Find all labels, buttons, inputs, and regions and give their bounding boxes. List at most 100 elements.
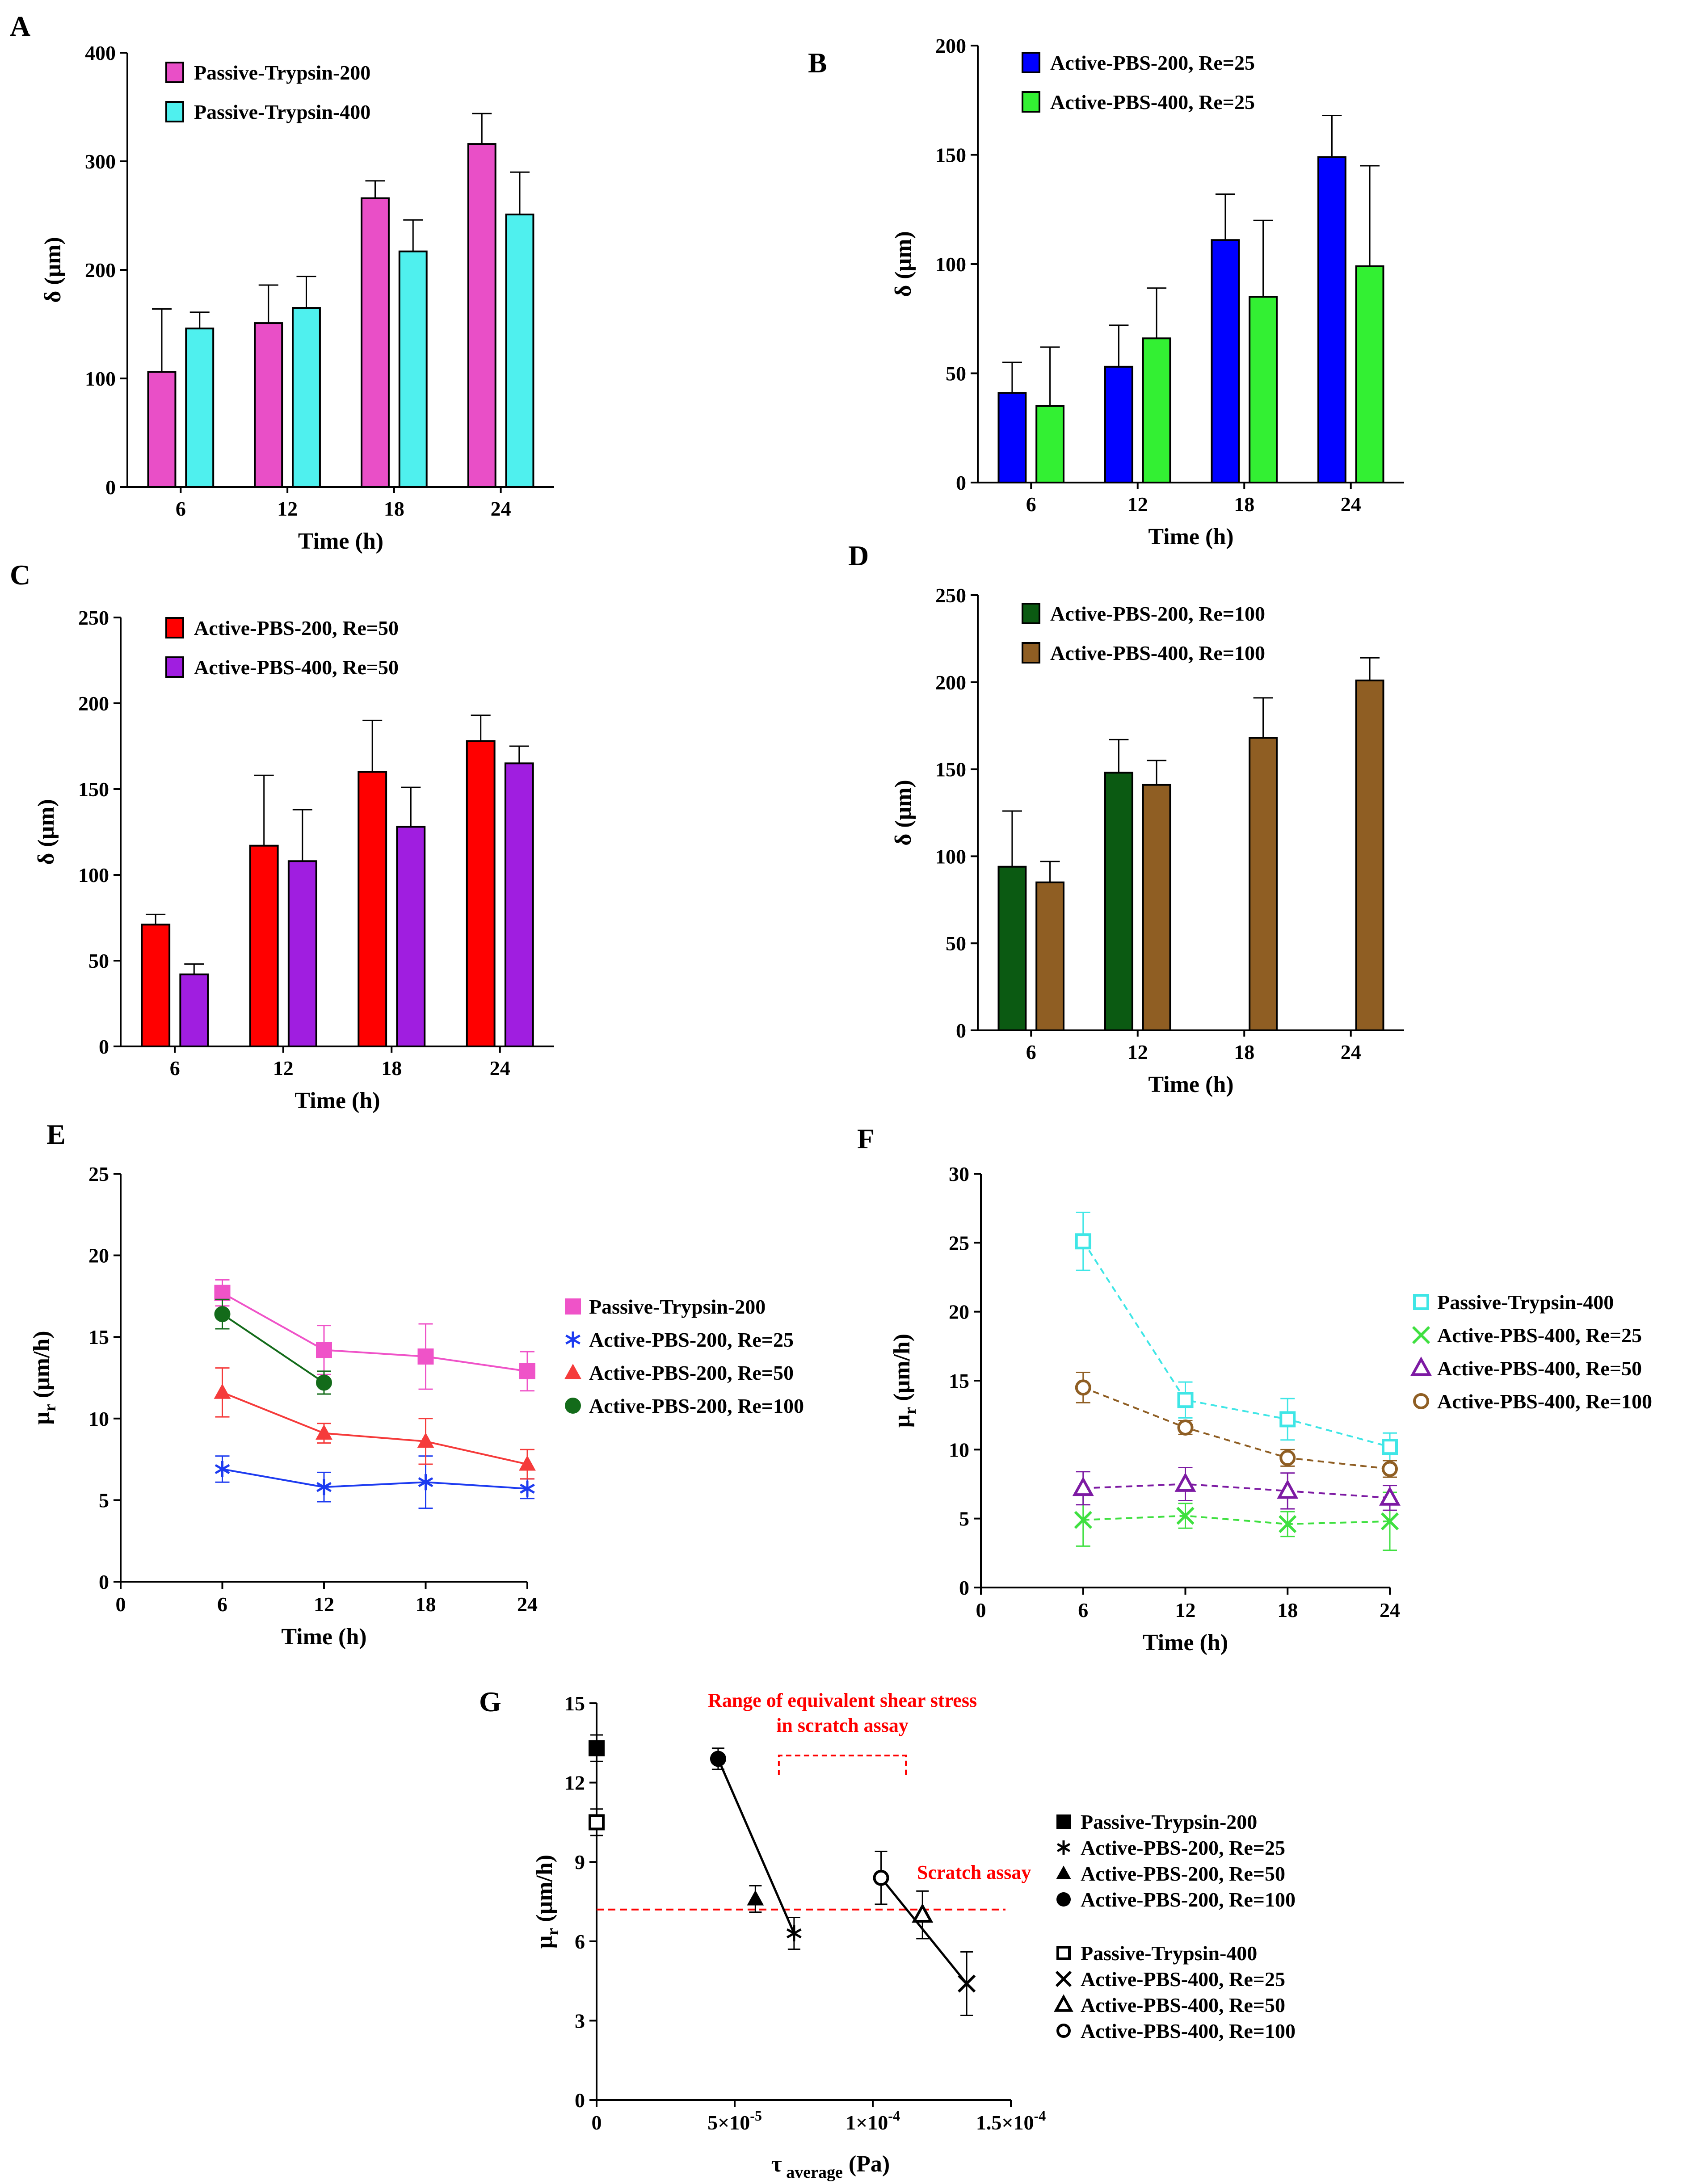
- x-tick-label: 12: [273, 1057, 294, 1079]
- y-tick-label: 100: [935, 845, 966, 868]
- series-line-active-pbs-200-re-25: [222, 1468, 528, 1490]
- point-passive-trypsin-200-6: [214, 1285, 231, 1301]
- point-active-pbs-400-re-25: [957, 1974, 976, 1993]
- legend-label: Active-PBS-400, Re=25: [1050, 91, 1255, 113]
- legend-marker: [1412, 1326, 1430, 1344]
- legend-swatch: [165, 101, 184, 122]
- bar-active-pbs-400-re-100-12: [1142, 784, 1171, 1031]
- x-axis-title: Time (h): [1148, 1072, 1233, 1097]
- y-tick-label: 5: [99, 1489, 109, 1512]
- point-passive-trypsin-400-24: [1382, 1439, 1398, 1455]
- legend-swatch: [165, 62, 184, 83]
- bar-active-pbs-200-re-25-6: [997, 392, 1027, 484]
- y-tick-label: 50: [946, 932, 966, 955]
- panel-f: F 0 5 10 15 20 25 30 0 6 12 18 24 Time (h) μr (μm/h) Pa…: [857, 1123, 1652, 1655]
- point-active-pbs-400-re-100: [873, 1869, 889, 1886]
- legend-label: Active-PBS-400, Re=100: [1081, 2020, 1296, 2042]
- fit-line: [880, 1877, 968, 1985]
- y-tick-label: 30: [949, 1163, 969, 1185]
- marker-stroke: [418, 1477, 433, 1487]
- x-tick-label: 6: [1078, 1599, 1088, 1621]
- legend-marker: [1413, 1294, 1429, 1310]
- x-axis-title: Time (h): [1148, 524, 1233, 550]
- x-tick-label: 6: [176, 497, 186, 520]
- marker-stroke: [1412, 1326, 1430, 1344]
- legend-label: Active-PBS-400, Re=100: [1050, 642, 1265, 664]
- point-active-pbs-400-re-100-18: [1279, 1449, 1296, 1466]
- y-tick-label: 25: [949, 1231, 969, 1254]
- marker-stroke: [215, 1464, 230, 1474]
- point-passive-trypsin-400: [589, 1814, 605, 1831]
- series-line-passive-trypsin-200: [222, 1292, 528, 1372]
- point-active-pbs-200-re-100-12: [316, 1374, 332, 1391]
- x-axis-title: Time (h): [294, 1088, 380, 1113]
- bar-active-pbs-400-re-50-18: [396, 826, 426, 1047]
- point-active-pbs-200-re-50-18: [417, 1432, 434, 1448]
- y-tick-label: 0: [959, 1576, 969, 1599]
- x-tick-label: 0: [976, 1599, 986, 1621]
- y-tick-label: 0: [105, 476, 116, 499]
- bar-passive-trypsin-400-12: [292, 307, 321, 488]
- legend-marker: [1413, 1393, 1429, 1409]
- y-tick-label: 6: [575, 1930, 585, 1953]
- x-tick-label: 18: [1234, 1041, 1254, 1063]
- y-tick-label: 12: [564, 1772, 585, 1794]
- marker-stroke: [565, 1334, 581, 1345]
- range-label-line1: Range of equivalent shear stress: [708, 1689, 977, 1711]
- x-tick-label: 24: [1341, 493, 1361, 516]
- bar-passive-trypsin-200-18: [361, 197, 390, 488]
- y-tick-label: 0: [99, 1571, 109, 1593]
- legend-swatch: [165, 656, 184, 678]
- point-passive-trypsin-200: [589, 1740, 605, 1756]
- legend-label: Active-PBS-400, Re=50: [1081, 1994, 1285, 2016]
- y-tick-label: 9: [575, 1851, 585, 1873]
- range-bracket: [778, 1755, 907, 1775]
- panel-e: E 0 5 10 15 20 25 0 6 12 18 24 Time (h) μr (μm/h) Pass…: [29, 1118, 804, 1650]
- marker-stroke: [1055, 1970, 1072, 1987]
- legend-label: Active-PBS-400, Re=50: [194, 656, 399, 679]
- panel-label: D: [848, 540, 869, 571]
- y-axis-title: μr (μm/h): [29, 1331, 59, 1424]
- panel-c: C 0 50 100 150 200 250 6 12 18 24 Time (h) δ (μm) Act…: [10, 559, 554, 1113]
- bar-passive-trypsin-200-24: [467, 143, 496, 488]
- y-tick-label: 0: [956, 1019, 966, 1042]
- legend-label: Passive-Trypsin-200: [589, 1295, 766, 1318]
- y-tick-label: 250: [78, 606, 109, 629]
- y-tick-label: 400: [85, 42, 116, 64]
- point-active-pbs-200-re-50-24: [519, 1455, 536, 1471]
- legend-label: Active-PBS-200, Re=25: [589, 1328, 794, 1351]
- x-tick-label: 18: [416, 1593, 436, 1616]
- legend-marker: [565, 1298, 581, 1315]
- point-active-pbs-200-re-25-12: [316, 1479, 332, 1495]
- y-tick-label: 0: [575, 2089, 585, 2112]
- legend-label: Passive-Trypsin-400: [1081, 1942, 1257, 1965]
- x-tick-label: 18: [1234, 493, 1254, 516]
- bar-active-pbs-400-re-25-24: [1355, 265, 1384, 483]
- legend-marker: [1056, 1946, 1071, 1960]
- legend-label: Active-PBS-400, Re=50: [1437, 1357, 1642, 1380]
- legend-label: Active-PBS-200, Re=50: [589, 1361, 794, 1384]
- y-tick-label: 150: [78, 778, 109, 801]
- point-active-pbs-400-re-25-6: [1074, 1511, 1092, 1529]
- x-tick-label: 24: [491, 497, 511, 520]
- legend-label: Active-PBS-200, Re=25: [1050, 51, 1255, 74]
- point-passive-trypsin-200-18: [417, 1348, 434, 1365]
- point-active-pbs-200-re-25-24: [520, 1480, 535, 1497]
- y-tick-label: 25: [88, 1163, 109, 1185]
- x-tick-label: 24: [1380, 1599, 1400, 1621]
- bar-active-pbs-400-re-50-6: [179, 973, 209, 1047]
- point-active-pbs-400-re-50: [912, 1903, 934, 1923]
- legend-label: Passive-Trypsin-200: [1081, 1810, 1257, 1833]
- x-tick-label: 24: [1341, 1041, 1361, 1063]
- bar-passive-trypsin-200-12: [254, 322, 283, 488]
- scratch-assay-label: Scratch assay: [917, 1861, 1031, 1883]
- bar-active-pbs-200-re-100-6: [997, 865, 1027, 1031]
- x-tick-label: 18: [381, 1057, 402, 1079]
- y-tick-label: 15: [564, 1692, 585, 1715]
- legend-marker: [1054, 1994, 1073, 2012]
- panel-label: A: [10, 10, 30, 42]
- y-tick-label: 300: [85, 150, 116, 173]
- y-tick-label: 5: [959, 1508, 969, 1530]
- bar-passive-trypsin-400-6: [185, 328, 215, 488]
- series-line-active-pbs-400-re-50: [1083, 1483, 1390, 1499]
